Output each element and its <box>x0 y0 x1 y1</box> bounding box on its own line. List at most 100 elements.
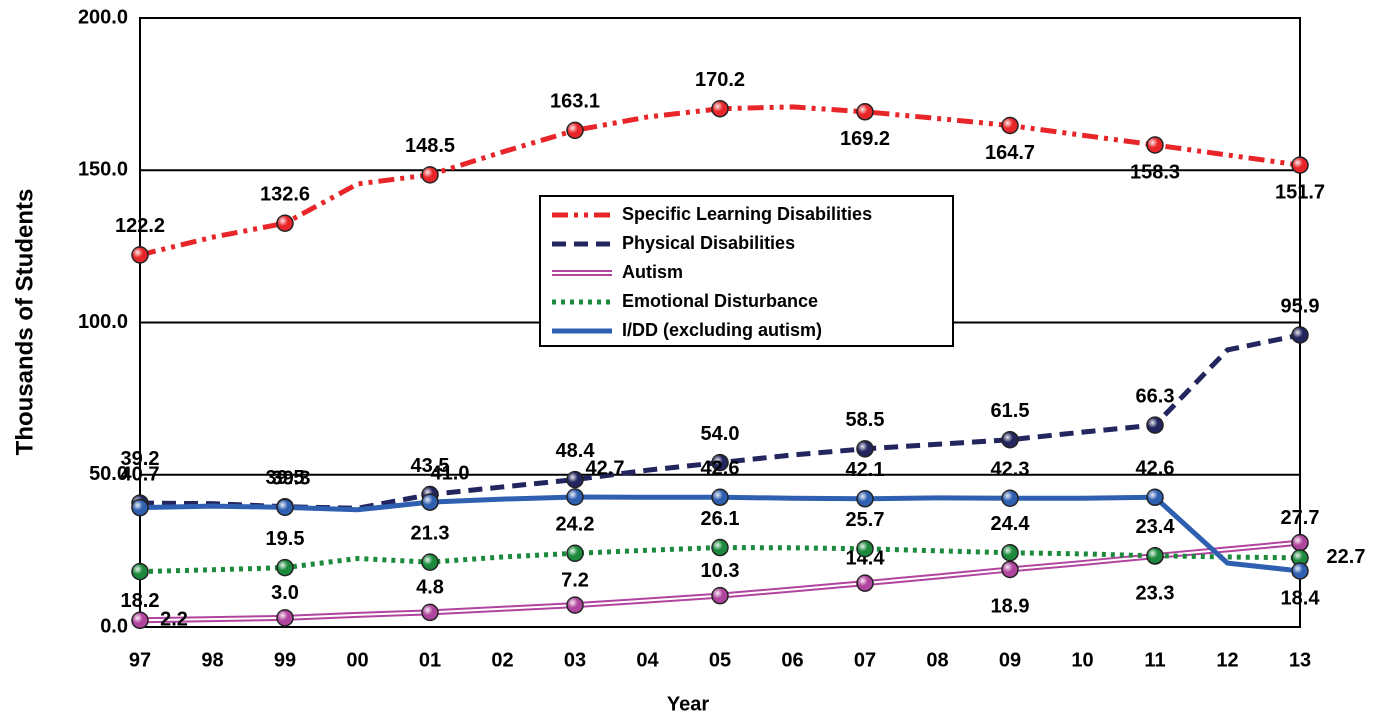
legend-label: Physical Disabilities <box>622 233 795 253</box>
data-label: 42.1 <box>846 459 885 481</box>
x-tick-label: 98 <box>201 649 223 671</box>
data-label: 39.3 <box>272 468 311 490</box>
data-label: 14.4 <box>846 547 886 569</box>
point-shine <box>422 554 438 571</box>
data-label: 3.0 <box>271 582 299 604</box>
legend-label: Specific Learning Disabilities <box>622 204 872 224</box>
x-tick-label: 05 <box>709 649 731 671</box>
legend-label: I/DD (excluding autism) <box>622 320 822 340</box>
data-label: 41.0 <box>431 462 470 484</box>
point-shine <box>1292 549 1308 566</box>
data-label: 163.1 <box>550 91 600 113</box>
data-label: 48.4 <box>556 440 596 462</box>
data-label: 26.1 <box>701 508 740 530</box>
point-shine <box>277 215 293 232</box>
point-shine <box>1002 544 1018 561</box>
point-shine <box>857 540 873 557</box>
data-label: 95.9 <box>1281 295 1320 317</box>
point-shine <box>712 100 728 117</box>
data-label: 40.7 <box>121 463 160 485</box>
data-label: 24.4 <box>991 513 1031 535</box>
data-label: 66.3 <box>1136 385 1175 407</box>
x-tick-label: 02 <box>491 649 513 671</box>
x-tick-label: 12 <box>1216 649 1238 671</box>
data-label: 148.5 <box>405 135 455 157</box>
data-label: 122.2 <box>115 215 165 237</box>
point-shine <box>132 563 148 580</box>
x-tick-label: 09 <box>999 649 1021 671</box>
point-shine <box>1002 490 1018 507</box>
x-tick-label: 03 <box>564 649 586 671</box>
data-label: 42.6 <box>1136 458 1175 480</box>
data-label: 61.5 <box>991 400 1030 422</box>
data-label: 42.6 <box>701 458 740 480</box>
point-shine <box>277 499 293 516</box>
data-label: 18.2 <box>121 590 160 612</box>
series-line <box>139 332 1301 511</box>
point-shine <box>1147 417 1163 434</box>
data-label: 164.7 <box>985 142 1035 164</box>
x-axis-label: Year <box>667 693 709 715</box>
point-shine <box>567 471 583 488</box>
data-label: 43.5 <box>411 455 450 477</box>
point-shine <box>277 609 293 626</box>
data-label: 42.7 <box>586 457 625 479</box>
data-label: 19.5 <box>266 528 305 550</box>
data-label: 42.3 <box>991 458 1030 480</box>
x-tick-label: 01 <box>419 649 441 671</box>
y-axis-label: Thousands of Students <box>11 189 38 456</box>
x-tick-label: 13 <box>1289 649 1311 671</box>
data-label: 158.3 <box>1130 161 1180 183</box>
point-shine <box>1002 561 1018 578</box>
point-shine <box>857 490 873 507</box>
point-shine <box>422 494 438 511</box>
data-label: 27.7 <box>1281 507 1320 529</box>
data-label: 18.4 <box>1281 587 1321 609</box>
data-label: 2.2 <box>160 609 188 631</box>
point-shine <box>422 604 438 621</box>
point-shine <box>132 612 148 629</box>
point-shine <box>1147 547 1163 564</box>
point-shine <box>132 246 148 263</box>
y-tick-label: 100.0 <box>78 311 128 333</box>
point-shine <box>857 103 873 120</box>
point-shine <box>1292 157 1308 174</box>
data-label: 39.2 <box>121 448 160 470</box>
point-shine <box>567 545 583 562</box>
data-label: 23.3 <box>1136 582 1175 604</box>
data-label: 18.9 <box>991 596 1030 618</box>
point-shine <box>1292 534 1308 551</box>
point-shine <box>857 575 873 592</box>
data-label: 54.0 <box>701 423 740 445</box>
point-shine <box>712 587 728 604</box>
x-tick-label: 99 <box>274 649 296 671</box>
data-label: 21.3 <box>411 522 450 544</box>
point-shine <box>1292 562 1308 579</box>
x-tick-label: 00 <box>346 649 368 671</box>
y-tick-label: 200.0 <box>78 6 128 28</box>
point-shine <box>712 489 728 506</box>
point-shine <box>132 499 148 516</box>
y-tick-label: 50.0 <box>89 463 128 485</box>
point-shine <box>1292 326 1308 343</box>
point-shine <box>1002 117 1018 134</box>
data-label: 23.4 <box>1136 516 1176 538</box>
legend-label: Emotional Disturbance <box>622 291 818 311</box>
data-label: 170.2 <box>695 69 745 91</box>
data-label: 4.8 <box>416 577 444 599</box>
x-tick-label: 97 <box>129 649 151 671</box>
point-shine <box>277 559 293 576</box>
legend-label: Autism <box>622 262 683 282</box>
point-shine <box>857 440 873 457</box>
data-label: 132.6 <box>260 184 310 206</box>
point-shine <box>1002 431 1018 448</box>
point-shine <box>422 166 438 183</box>
point-shine <box>1147 136 1163 153</box>
data-label: 169.2 <box>840 128 890 150</box>
x-tick-label: 04 <box>636 649 659 671</box>
data-label: 25.7 <box>846 509 885 531</box>
point-shine <box>567 597 583 614</box>
x-tick-label: 06 <box>781 649 803 671</box>
data-label: 39.5 <box>266 467 305 489</box>
